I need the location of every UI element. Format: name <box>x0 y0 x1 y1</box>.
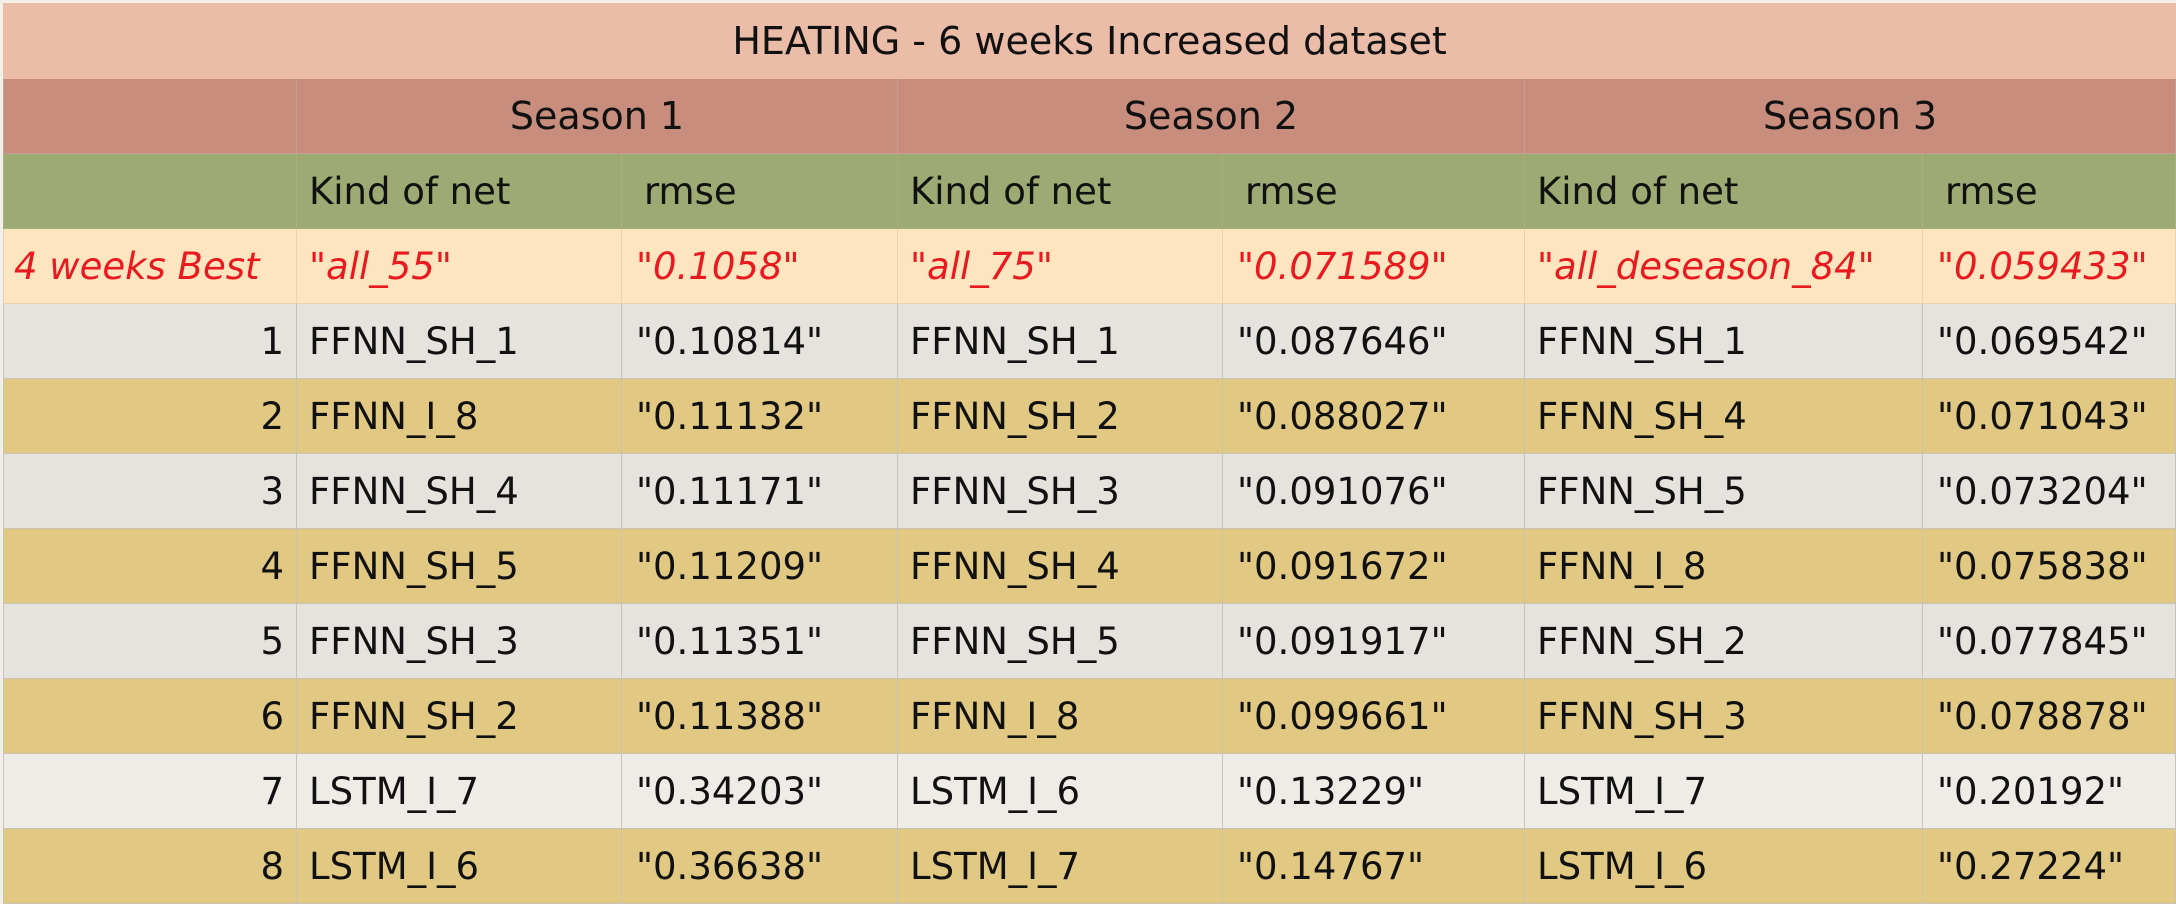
kind-of-net-header: Kind of net <box>897 153 1223 229</box>
table-row: 5 FFNN_SH_3 "0.11351" FFNN_SH_5 "0.09191… <box>3 603 2176 679</box>
rmse-cell: "0.13229" <box>1222 753 1525 829</box>
table-row: 1 FFNN_SH_1 "0.10814" FFNN_SH_1 "0.08764… <box>3 303 2176 379</box>
net-cell: FFNN_SH_5 <box>296 528 622 604</box>
net-cell: FFNN_SH_4 <box>296 453 622 529</box>
rmse-header: rmse <box>1222 153 1525 229</box>
rmse-cell: "0.073204" <box>1921 453 2176 529</box>
rmse-cell: "0.069542" <box>1921 303 2176 379</box>
best-rmse-cell: "0.059433" <box>1921 228 2176 304</box>
rmse-cell: "0.091917" <box>1222 603 1525 679</box>
net-cell: LSTM_I_7 <box>296 753 622 829</box>
title-row: HEATING - 6 weeks Increased dataset <box>2 3 2176 79</box>
net-cell: FFNN_SH_2 <box>1524 603 1923 679</box>
best-net-cell: "all_75" <box>897 228 1223 304</box>
table-title: HEATING - 6 weeks Increased dataset <box>2 3 2176 79</box>
net-cell: LSTM_I_6 <box>897 753 1223 829</box>
net-cell: LSTM_I_6 <box>1524 828 1923 904</box>
net-cell: FFNN_SH_4 <box>897 528 1223 604</box>
best-row-label: 4 weeks Best <box>3 228 297 304</box>
rmse-cell: "0.34203" <box>621 753 898 829</box>
net-cell: FFNN_SH_3 <box>1524 678 1923 754</box>
rmse-cell: "0.20192" <box>1921 753 2176 829</box>
net-cell: FFNN_SH_3 <box>897 453 1223 529</box>
results-table: HEATING - 6 weeks Increased dataset Seas… <box>2 3 2176 904</box>
rmse-cell: "0.11388" <box>621 678 898 754</box>
rank-cell: 6 <box>3 678 297 754</box>
net-cell: FFNN_SH_2 <box>296 678 622 754</box>
rmse-cell: "0.27224" <box>1921 828 2176 904</box>
rmse-cell: "0.091076" <box>1222 453 1525 529</box>
net-cell: FFNN_SH_5 <box>897 603 1223 679</box>
best-rmse-cell: "0.071589" <box>1222 228 1525 304</box>
net-cell: FFNN_SH_1 <box>296 303 622 379</box>
net-cell: LSTM_I_7 <box>1524 753 1923 829</box>
table-row: 6 FFNN_SH_2 "0.11388" FFNN_I_8 "0.099661… <box>3 678 2176 754</box>
net-cell: LSTM_I_7 <box>897 828 1223 904</box>
kind-of-net-header: Kind of net <box>296 153 622 229</box>
season-3-header: Season 3 <box>1523 78 2176 154</box>
rmse-cell: "0.091672" <box>1222 528 1525 604</box>
net-cell: FFNN_I_8 <box>296 378 622 454</box>
table-row: 3 FFNN_SH_4 "0.11171" FFNN_SH_3 "0.09107… <box>3 453 2176 529</box>
rmse-cell: "0.14767" <box>1222 828 1525 904</box>
net-cell: FFNN_SH_2 <box>897 378 1223 454</box>
rank-cell: 1 <box>3 303 297 379</box>
net-cell: FFNN_SH_1 <box>897 303 1223 379</box>
rank-cell: 2 <box>3 378 297 454</box>
rmse-cell: "0.071043" <box>1921 378 2176 454</box>
corner-cell <box>3 78 297 154</box>
rank-cell: 3 <box>3 453 297 529</box>
rmse-cell: "0.087646" <box>1222 303 1525 379</box>
rmse-cell: "0.077845" <box>1921 603 2176 679</box>
best-row: 4 weeks Best "all_55" "0.1058" "all_75" … <box>3 228 2176 304</box>
kind-of-net-header: Kind of net <box>1524 153 1923 229</box>
rmse-cell: "0.078878" <box>1921 678 2176 754</box>
rank-cell: 4 <box>3 528 297 604</box>
season-2-header: Season 2 <box>897 78 1525 154</box>
net-cell: FFNN_I_8 <box>1524 528 1923 604</box>
best-net-cell: "all_55" <box>296 228 622 304</box>
corner-cell <box>3 153 297 229</box>
rmse-cell: "0.075838" <box>1921 528 2176 604</box>
rmse-cell: "0.088027" <box>1222 378 1525 454</box>
table-row: 7 LSTM_I_7 "0.34203" LSTM_I_6 "0.13229" … <box>3 753 2176 829</box>
net-cell: FFNN_I_8 <box>897 678 1223 754</box>
best-rmse-cell: "0.1058" <box>621 228 898 304</box>
net-cell: LSTM_I_6 <box>296 828 622 904</box>
net-cell: FFNN_SH_5 <box>1524 453 1923 529</box>
column-header-row: Kind of net rmse Kind of net rmse Kind o… <box>3 153 2176 229</box>
rmse-cell: "0.11132" <box>621 378 898 454</box>
season-header-row: Season 1 Season 2 Season 3 <box>3 78 2176 154</box>
best-net-cell: "all_deseason_84" <box>1524 228 1923 304</box>
season-1-header: Season 1 <box>296 78 898 154</box>
rmse-header: rmse <box>621 153 898 229</box>
rmse-cell: "0.36638" <box>621 828 898 904</box>
net-cell: FFNN_SH_1 <box>1524 303 1923 379</box>
table-row: 8 LSTM_I_6 "0.36638" LSTM_I_7 "0.14767" … <box>3 828 2176 904</box>
table-row: 4 FFNN_SH_5 "0.11209" FFNN_SH_4 "0.09167… <box>3 528 2176 604</box>
rmse-cell: "0.099661" <box>1222 678 1525 754</box>
rank-cell: 5 <box>3 603 297 679</box>
rmse-header: rmse <box>1921 153 2176 229</box>
rmse-cell: "0.11209" <box>621 528 898 604</box>
net-cell: FFNN_SH_3 <box>296 603 622 679</box>
rmse-cell: "0.11171" <box>621 453 898 529</box>
rank-cell: 7 <box>3 753 297 829</box>
rmse-cell: "0.10814" <box>621 303 898 379</box>
net-cell: FFNN_SH_4 <box>1524 378 1923 454</box>
table-row: 2 FFNN_I_8 "0.11132" FFNN_SH_2 "0.088027… <box>3 378 2176 454</box>
rmse-cell: "0.11351" <box>621 603 898 679</box>
rank-cell: 8 <box>3 828 297 904</box>
